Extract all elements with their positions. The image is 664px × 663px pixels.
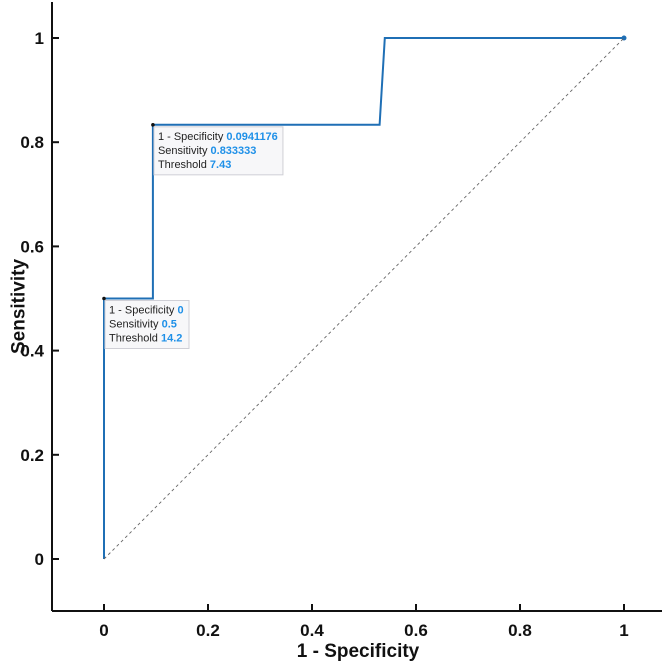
datatip-row: Threshold 14.2 (109, 333, 182, 345)
x-axis-title: 1 - Specificity (297, 641, 420, 662)
y-tick-label: 0.4 (20, 342, 44, 361)
y-ticks: 0 0.2 0.4 0.6 0.8 1 (20, 29, 59, 569)
datatip-box (104, 300, 190, 349)
x-tick-label: 0.6 (404, 621, 428, 640)
x-tick-label: 1 (619, 621, 628, 640)
x-tick-label: 0 (99, 621, 108, 640)
datatip-label: 1 - Specificity (109, 305, 177, 317)
datatip-label: Threshold (109, 333, 161, 345)
y-tick-label: 0.6 (20, 237, 44, 256)
x-tick-label: 0.4 (300, 621, 324, 640)
datatip-label: Sensitivity (109, 319, 162, 331)
x-tick-label: 0.2 (196, 621, 220, 640)
datatip-row: Sensitivity 0.833333 (158, 145, 256, 157)
y-tick-label: 0 (35, 550, 44, 569)
datatip-marker (151, 123, 155, 127)
datatip-row: Sensitivity 0.5 (109, 319, 177, 331)
datatip-label: 1 - Specificity (158, 131, 226, 143)
datatip: 1 - Specificity 0.0941176 Sensitivity 0.8… (151, 123, 284, 176)
axes (51, 2, 662, 612)
datatip-box (153, 126, 284, 176)
x-ticks: 0 0.2 0.4 0.6 0.8 1 (99, 604, 629, 640)
datatip-value: 0.0941176 (226, 131, 277, 143)
datatip-label: Threshold (158, 159, 210, 171)
datatip-row: 1 - Specificity 0.0941176 (158, 131, 278, 143)
datatip-value: 14.2 (161, 333, 182, 345)
datatip-label: Sensitivity (158, 145, 211, 157)
datatip-row: Threshold 7.43 (158, 159, 231, 171)
datatip-marker (102, 296, 106, 301)
datatip-value: 0.5 (162, 319, 177, 331)
y-tick-label: 0.8 (20, 133, 44, 152)
datatip-value: 7.43 (210, 159, 231, 171)
datatip-row: 1 - Specificity 0 (109, 305, 184, 317)
y-axis-title: Sensitivity (9, 259, 30, 354)
reference-line (103, 37, 625, 560)
datatip-value: 0.833333 (211, 145, 257, 157)
y-tick-label: 1 (35, 29, 44, 48)
x-tick-label: 0.8 (508, 621, 532, 640)
y-tick-label: 0.2 (20, 446, 44, 465)
series-layer (103, 35, 627, 560)
datatip-value: 0 (177, 305, 183, 317)
